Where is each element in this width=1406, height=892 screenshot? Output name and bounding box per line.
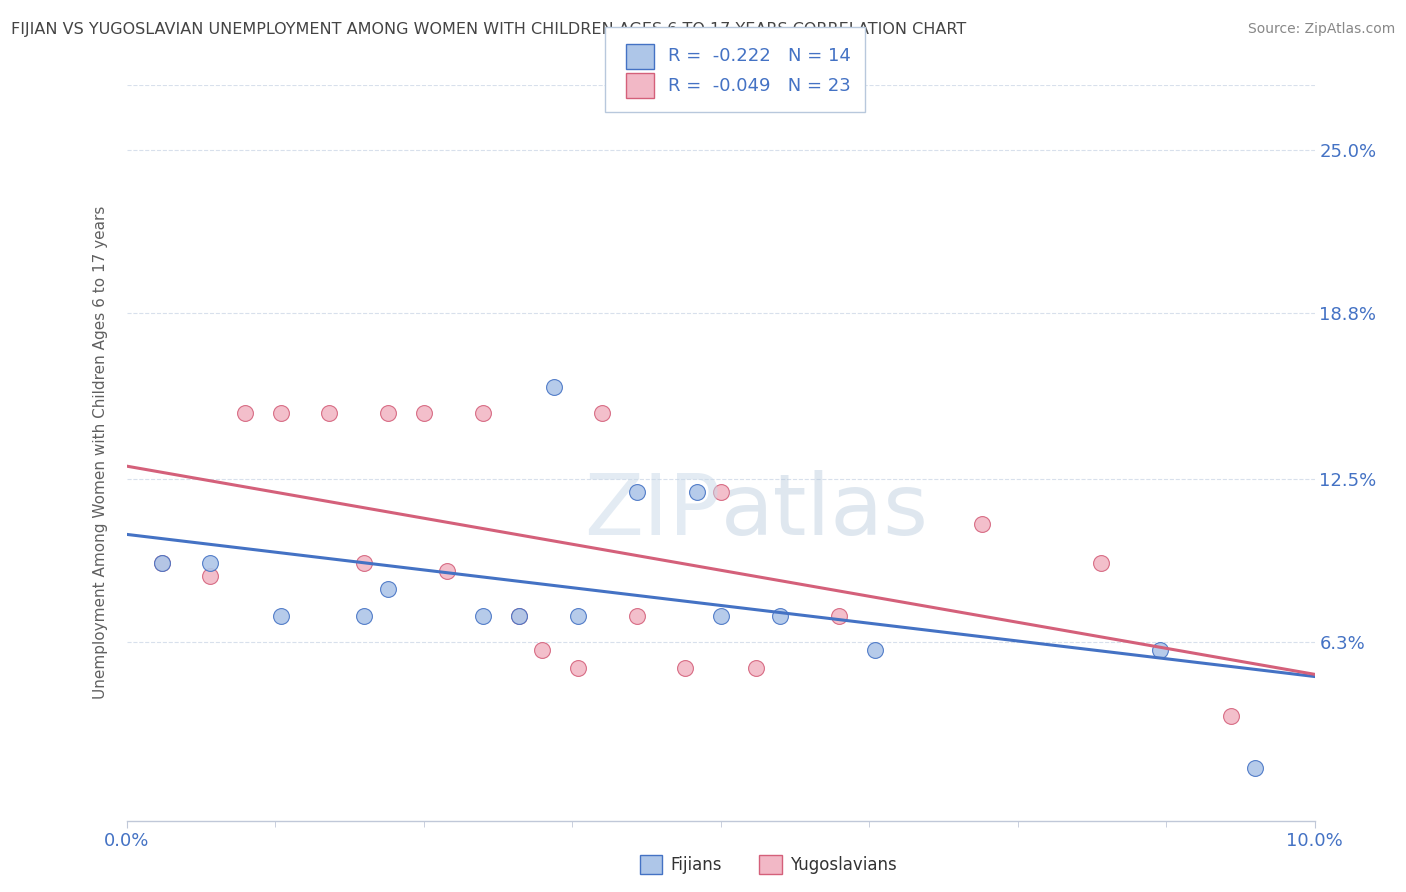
Point — [508, 608, 530, 623]
Point — [233, 406, 257, 420]
Point — [567, 608, 589, 623]
Point — [1220, 708, 1243, 723]
Point — [686, 485, 709, 500]
Point — [769, 608, 792, 623]
Point — [150, 556, 173, 570]
Point — [1149, 642, 1171, 657]
Point — [970, 516, 993, 531]
Point — [543, 380, 565, 394]
Text: R =  -0.222   N = 14: R = -0.222 N = 14 — [668, 47, 851, 65]
Point — [353, 608, 375, 623]
Text: Yugoslavians: Yugoslavians — [790, 856, 897, 874]
Point — [531, 642, 554, 657]
Text: Source: ZipAtlas.com: Source: ZipAtlas.com — [1247, 22, 1395, 37]
Point — [377, 582, 399, 597]
Point — [472, 608, 495, 623]
Text: ZIP: ZIP — [583, 470, 721, 553]
Point — [508, 608, 530, 623]
Y-axis label: Unemployment Among Women with Children Ages 6 to 17 years: Unemployment Among Women with Children A… — [93, 206, 108, 699]
Point — [377, 406, 399, 420]
Point — [626, 608, 648, 623]
Point — [591, 406, 613, 420]
Point — [412, 406, 434, 420]
Point — [353, 556, 375, 570]
Point — [710, 485, 733, 500]
Text: Fijians: Fijians — [671, 856, 723, 874]
Point — [710, 608, 733, 623]
Point — [472, 406, 495, 420]
Point — [828, 608, 851, 623]
Point — [863, 642, 886, 657]
Text: R =  -0.049   N = 23: R = -0.049 N = 23 — [668, 77, 851, 95]
Point — [270, 608, 292, 623]
Point — [150, 556, 173, 570]
Point — [673, 661, 696, 675]
Point — [1244, 761, 1267, 775]
Text: FIJIAN VS YUGOSLAVIAN UNEMPLOYMENT AMONG WOMEN WITH CHILDREN AGES 6 TO 17 YEARS : FIJIAN VS YUGOSLAVIAN UNEMPLOYMENT AMONG… — [11, 22, 966, 37]
Point — [270, 406, 292, 420]
Point — [198, 569, 221, 583]
Point — [626, 485, 648, 500]
Point — [198, 556, 221, 570]
Text: atlas: atlas — [721, 470, 928, 553]
Point — [436, 564, 458, 578]
Point — [1090, 556, 1112, 570]
Point — [745, 661, 768, 675]
Point — [318, 406, 340, 420]
Point — [567, 661, 589, 675]
